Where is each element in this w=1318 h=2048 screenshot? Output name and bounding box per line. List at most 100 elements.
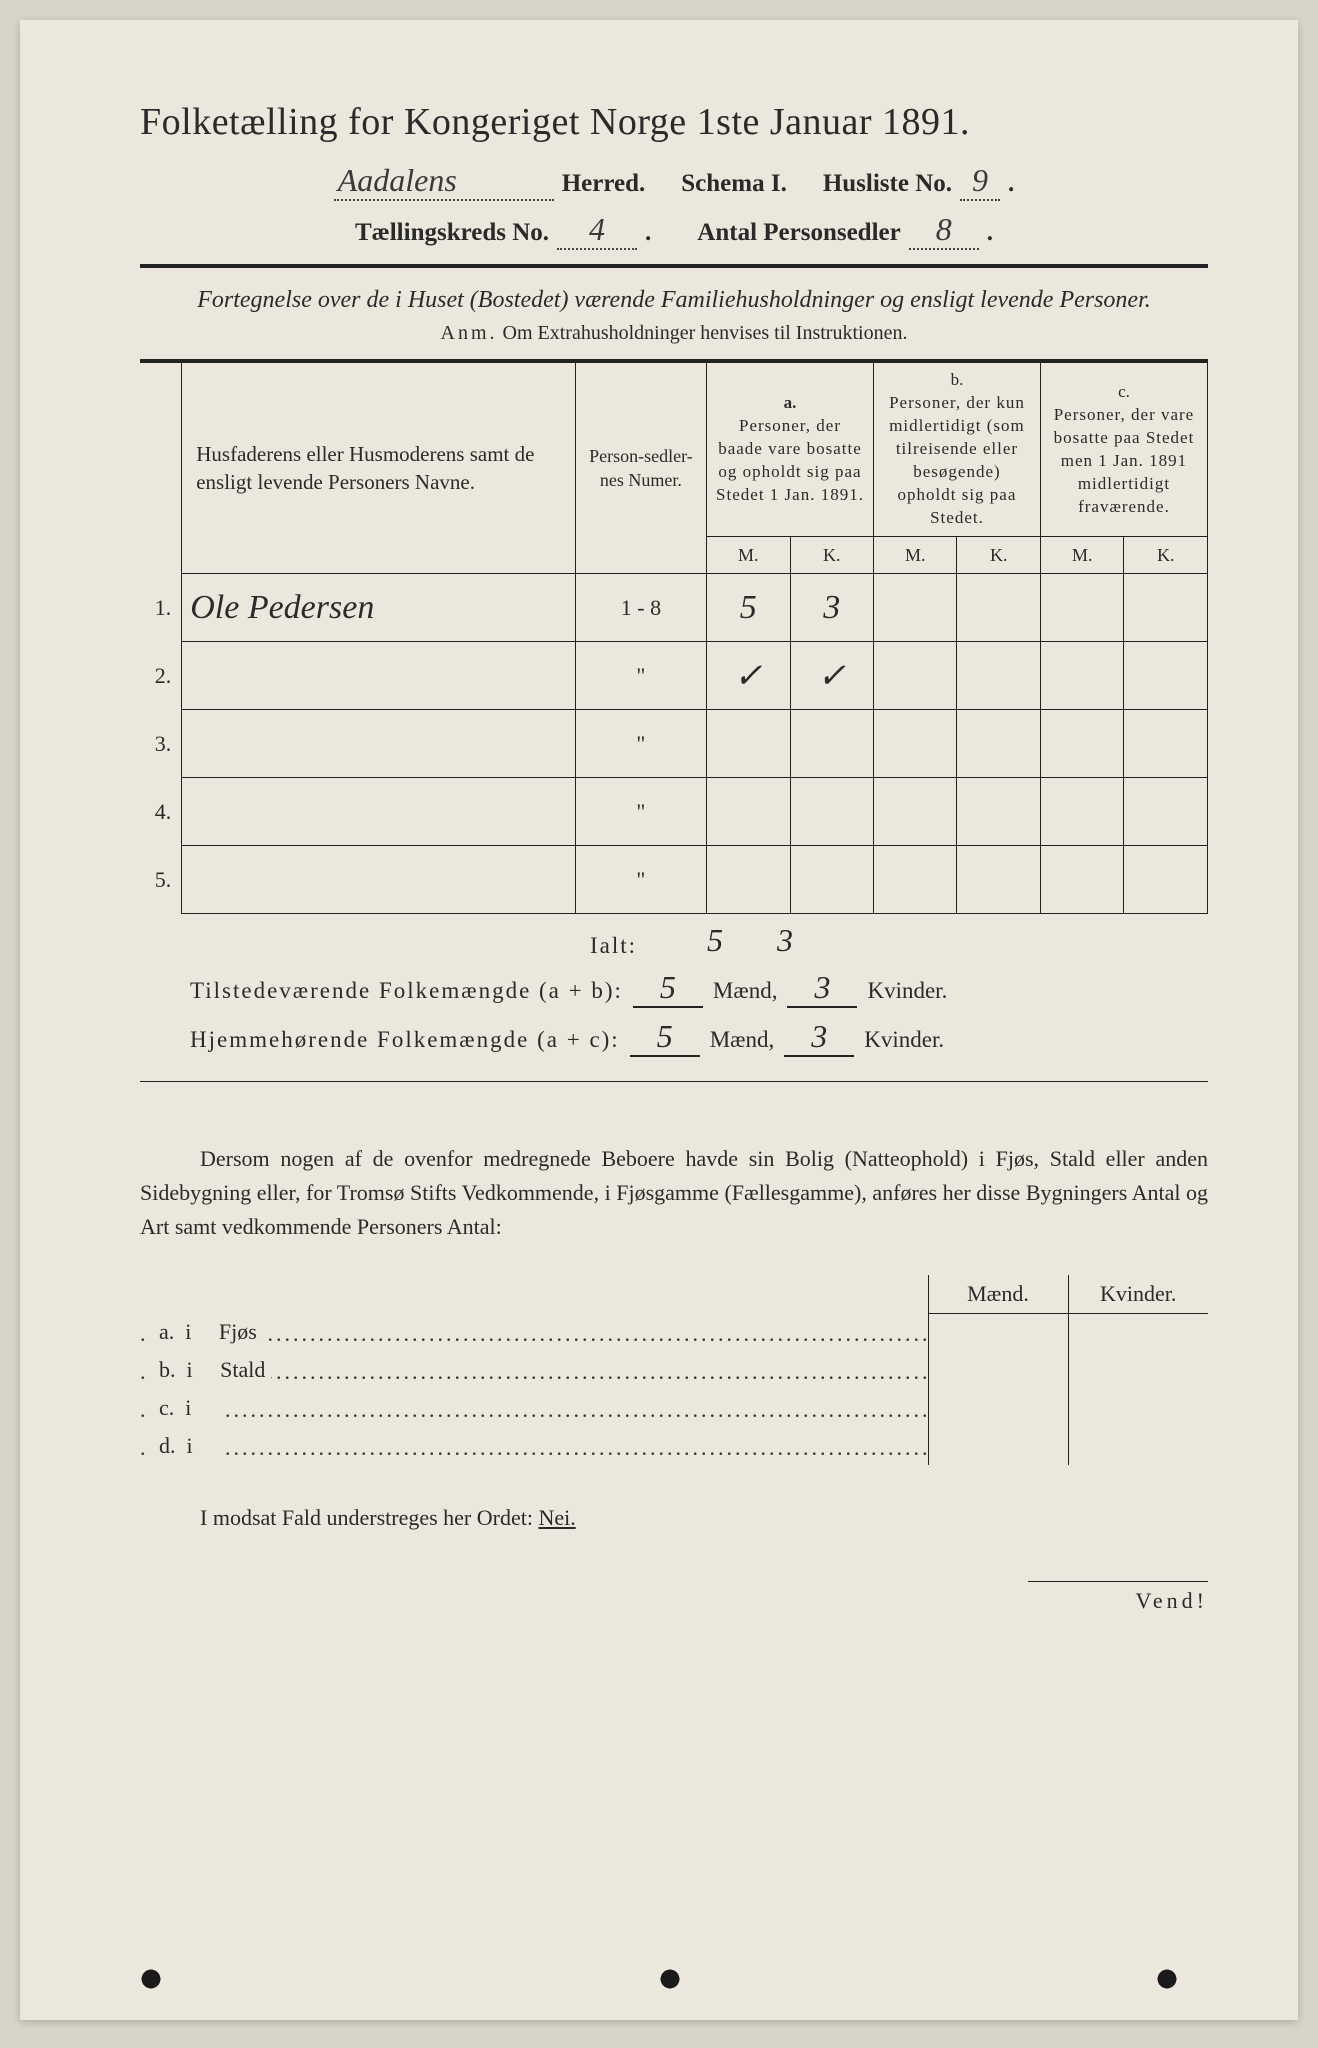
a-m: 5 (707, 574, 790, 642)
kreds-value: 4 (557, 211, 637, 250)
census-table: Husfaderens eller Husmoderens samt de en… (140, 359, 1208, 914)
anm-text: Om Extrahusholdninger henvises til Instr… (503, 322, 908, 344)
page-title: Folketælling for Kongeriget Norge 1ste J… (140, 100, 1208, 144)
a-k (790, 778, 873, 846)
c-m (1040, 642, 1123, 710)
c-k (1124, 778, 1208, 846)
ialt-label: Ialt: (560, 933, 680, 959)
table-row: 2."✓✓ (140, 642, 1208, 710)
row-number: 3. (140, 710, 182, 778)
c-k (1124, 642, 1208, 710)
group-a: a. Personer, der baade vare bosatte og o… (707, 361, 874, 536)
herred-value: Aadalens (334, 162, 554, 201)
building-row: d. i (140, 1427, 1208, 1465)
table-row: 4. " (140, 778, 1208, 846)
a-k (790, 710, 873, 778)
name-cell (182, 846, 576, 914)
building-m (928, 1427, 1068, 1465)
vend: Vend! (1028, 1581, 1208, 1614)
group-c: c. Personer, der vare bosatte paa Stedet… (1040, 361, 1207, 536)
a-m: ✓ (707, 642, 790, 710)
totals: Ialt: 5 3 Tilstedeværende Folkemængde (a… (140, 922, 1208, 1057)
modsat-line: I modsat Fald understreges her Ordet: Ne… (140, 1505, 1208, 1531)
row-number: 2. (140, 642, 182, 710)
nei: Nei. (538, 1505, 575, 1530)
a-m (707, 778, 790, 846)
b-k (957, 642, 1040, 710)
b-k (957, 710, 1040, 778)
personseddel-num: " (575, 846, 706, 914)
building-label: c. i (140, 1389, 928, 1427)
group-b: b. Personer, der kun midlertidigt (som t… (873, 361, 1040, 536)
ab-k: 3 (787, 969, 857, 1008)
punch-hole-icon (1156, 1968, 1178, 1990)
row-number: 4. (140, 778, 182, 846)
b-m (873, 846, 956, 914)
subtitle: Fortegnelse over de i Huset (Bostedet) v… (140, 284, 1208, 316)
building-label: b. i Stald (140, 1351, 928, 1389)
punch-hole-icon (140, 1968, 162, 1990)
building-k (1068, 1389, 1208, 1427)
building-k (1068, 1351, 1208, 1389)
name-cell (182, 710, 576, 778)
b-k (957, 574, 1040, 642)
divider (140, 264, 1208, 268)
c-k (1124, 710, 1208, 778)
husliste-label: Husliste No. (823, 170, 952, 198)
c-k (1124, 846, 1208, 914)
a-k: 3 (790, 574, 873, 642)
punch-hole-icon (659, 1968, 681, 1990)
building-m (928, 1313, 1068, 1351)
sum-line-ac: Hjemmehørende Folkemængde (a + c): 5 Mæn… (140, 1018, 1208, 1057)
b-k (957, 778, 1040, 846)
ac-k: 3 (784, 1018, 854, 1057)
c-m (1040, 846, 1123, 914)
personseddel-num: 1 - 8 (575, 574, 706, 642)
c-m (1040, 574, 1123, 642)
building-row: b. i Stald (140, 1351, 1208, 1389)
building-row: a. i Fjøs (140, 1313, 1208, 1351)
c-k (1124, 574, 1208, 642)
name-cell (182, 778, 576, 846)
header-line-1: Aadalens Herred. Schema I. Husliste No. … (140, 162, 1208, 201)
sum-line-ab: Tilstedeværende Folkemængde (a + b): 5 M… (140, 969, 1208, 1008)
ac-m: 5 (630, 1018, 700, 1057)
name-cell: Ole Pedersen (182, 574, 576, 642)
ialt-m: 5 (680, 922, 750, 959)
sedler-label: Antal Personsedler (697, 219, 900, 247)
head-maend: Mænd. (928, 1275, 1068, 1314)
b-m (873, 778, 956, 846)
building-label: d. i (140, 1427, 928, 1465)
b-m (873, 710, 956, 778)
building-m (928, 1389, 1068, 1427)
census-form-page: Folketælling for Kongeriget Norge 1ste J… (20, 20, 1298, 2020)
col-num: Person-sedler-nes Numer. (575, 361, 706, 573)
c-m (1040, 778, 1123, 846)
header-line-2: Tællingskreds No. 4 . Antal Personsedler… (140, 211, 1208, 250)
building-label: a. i Fjøs (140, 1313, 928, 1351)
head-kvinder: Kvinder. (1068, 1275, 1208, 1314)
sedler-value: 8 (909, 211, 979, 250)
table-row: 3. " (140, 710, 1208, 778)
ab-m: 5 (633, 969, 703, 1008)
building-k (1068, 1313, 1208, 1351)
personseddel-num: " (575, 778, 706, 846)
ialt-k: 3 (750, 922, 820, 959)
building-m (928, 1351, 1068, 1389)
b-k (957, 846, 1040, 914)
paragraph: Dersom nogen af de ovenfor medregnede Be… (140, 1142, 1208, 1244)
anm-line: Anm. Om Extrahusholdninger henvises til … (140, 322, 1208, 345)
a-k (790, 846, 873, 914)
personseddel-num: " (575, 642, 706, 710)
c-m (1040, 710, 1123, 778)
col-name: Husfaderens eller Husmoderens samt de en… (182, 361, 576, 573)
a-m (707, 846, 790, 914)
anm-label: Anm. (441, 322, 498, 344)
schema-label: Schema I. (681, 170, 787, 198)
personseddel-num: " (575, 710, 706, 778)
a-m (707, 710, 790, 778)
row-number: 5. (140, 846, 182, 914)
building-k (1068, 1427, 1208, 1465)
building-row: c. i (140, 1389, 1208, 1427)
b-m (873, 642, 956, 710)
